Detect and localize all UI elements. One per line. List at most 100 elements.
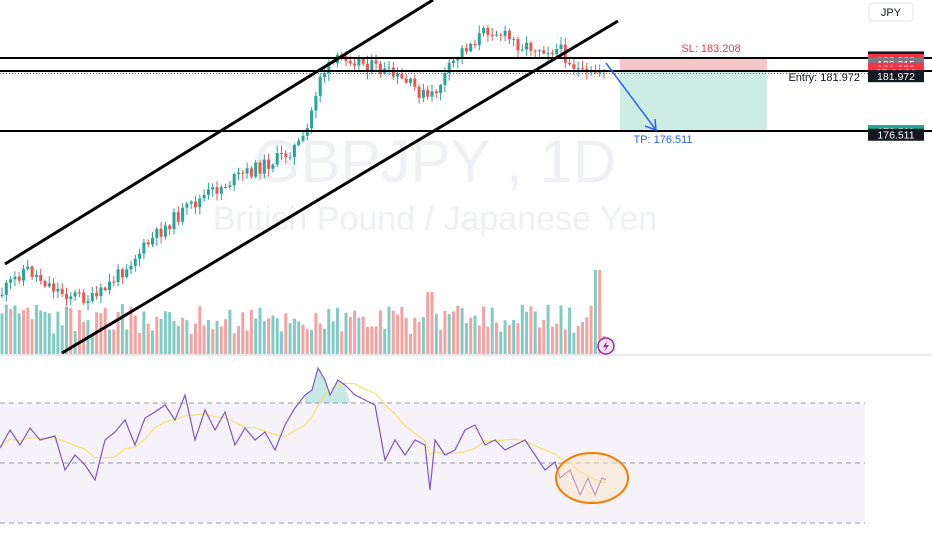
volume-bar-38 xyxy=(163,311,167,354)
volume-bar-126 xyxy=(542,319,546,354)
volume-bar-49 xyxy=(211,329,215,354)
volume-bar-109 xyxy=(469,317,473,354)
candle-body-15 xyxy=(65,293,68,299)
projection-arrow xyxy=(605,62,657,131)
volume-bar-80 xyxy=(344,312,348,354)
currency-badge-bg[interactable] xyxy=(868,2,914,22)
candle-body-107 xyxy=(460,48,464,58)
candle-body-119 xyxy=(512,39,516,41)
volume-bar-97 xyxy=(417,321,421,354)
volume-bar-120 xyxy=(516,323,520,354)
candle-body-108 xyxy=(464,48,468,52)
candle-body-118 xyxy=(507,30,511,40)
candle-body-94 xyxy=(404,78,408,83)
candle-body-121 xyxy=(520,49,524,51)
volume-bar-78 xyxy=(335,307,339,354)
candle-body-69 xyxy=(297,140,301,146)
volume-bar-15 xyxy=(65,306,68,354)
candle-body-84 xyxy=(361,58,365,64)
candle-body-101 xyxy=(434,91,438,94)
rsi-line xyxy=(0,366,607,497)
volume-bar-43 xyxy=(185,320,189,354)
volume-bar-103 xyxy=(443,310,447,354)
volume-bar-26 xyxy=(112,329,116,354)
volume-bar-94 xyxy=(404,317,408,354)
candle-body-3 xyxy=(13,276,17,280)
candle-body-95 xyxy=(409,78,412,83)
channel-upper-line xyxy=(4,0,434,266)
candle-body-32 xyxy=(138,253,142,259)
candle-body-92 xyxy=(396,73,400,77)
volume-bar-84 xyxy=(361,316,365,354)
volume-bar-124 xyxy=(533,311,537,354)
candle-body-63 xyxy=(271,164,275,169)
stop-loss-label: SL: 183.208 xyxy=(681,43,740,55)
volume-bar-102 xyxy=(439,329,443,354)
volume-bar-2 xyxy=(9,309,13,354)
volume-bar-67 xyxy=(288,323,292,354)
volume-bar-73 xyxy=(314,313,318,354)
volume-bar-57 xyxy=(245,330,249,354)
candle-body-110 xyxy=(473,43,477,46)
candle-body-88 xyxy=(378,63,382,74)
candle-body-100 xyxy=(430,91,434,97)
candle-body-129 xyxy=(555,49,559,55)
take-profit-zone xyxy=(620,71,767,131)
candle-body-109 xyxy=(469,43,473,52)
candle-body-133 xyxy=(572,64,576,69)
volume-bar-79 xyxy=(340,331,344,354)
candle-body-83 xyxy=(357,58,361,66)
candle-body-61 xyxy=(262,159,266,174)
volume-bar-52 xyxy=(224,319,228,354)
candle-body-135 xyxy=(581,68,584,70)
candle-body-26 xyxy=(112,281,116,283)
candle-body-22 xyxy=(95,292,99,297)
volume-bar-33 xyxy=(142,311,146,354)
price-axis-labels: 183.208183.208182.015181.99007:44:12181.… xyxy=(868,51,924,142)
volume-bar-132 xyxy=(568,307,572,354)
volume-bar-64 xyxy=(275,318,279,354)
candle-body-11 xyxy=(47,283,51,287)
volume-bar-95 xyxy=(409,333,412,354)
volume-bar-77 xyxy=(331,321,335,354)
candle-body-56 xyxy=(241,172,245,174)
candle-body-30 xyxy=(129,265,133,270)
stop-loss-zone xyxy=(620,58,767,71)
candle-body-5 xyxy=(22,268,25,281)
candle-body-73 xyxy=(314,95,318,111)
volume-bar-45 xyxy=(194,323,197,354)
entry-label: Entry: 181.972 xyxy=(788,72,860,84)
candle-body-14 xyxy=(60,288,64,294)
volume-bar-16 xyxy=(69,308,73,354)
volume-bar-117 xyxy=(503,320,507,354)
candle-body-105 xyxy=(452,60,455,63)
volume-bar-32 xyxy=(138,333,142,354)
volume-bar-7 xyxy=(30,319,34,354)
candle-body-127 xyxy=(546,52,550,54)
volume-bar-121 xyxy=(520,304,524,354)
candle-body-113 xyxy=(486,27,490,35)
candle-body-9 xyxy=(39,274,43,281)
candle-body-20 xyxy=(86,300,90,303)
volume-bar-9 xyxy=(39,310,43,354)
candle-body-98 xyxy=(421,89,425,98)
candle-body-93 xyxy=(400,73,404,79)
candle-body-58 xyxy=(249,168,253,177)
candle-body-40 xyxy=(172,212,176,230)
candle-body-52 xyxy=(224,186,228,188)
candle-body-59 xyxy=(254,162,258,177)
channel-lower-line xyxy=(61,19,619,355)
volume-bar-21 xyxy=(90,333,94,354)
volume-bar-46 xyxy=(198,306,202,354)
volume-bar-88 xyxy=(378,310,382,354)
volume-bar-5 xyxy=(22,310,25,354)
volume-bar-92 xyxy=(396,314,400,354)
candle-body-74 xyxy=(318,76,322,96)
candle-body-87 xyxy=(374,60,378,64)
volume-bar-6 xyxy=(26,307,30,354)
candle-body-102 xyxy=(439,84,443,94)
volume-bar-68 xyxy=(292,318,296,354)
volume-bar-108 xyxy=(464,323,468,354)
candle-body-115 xyxy=(495,34,498,36)
